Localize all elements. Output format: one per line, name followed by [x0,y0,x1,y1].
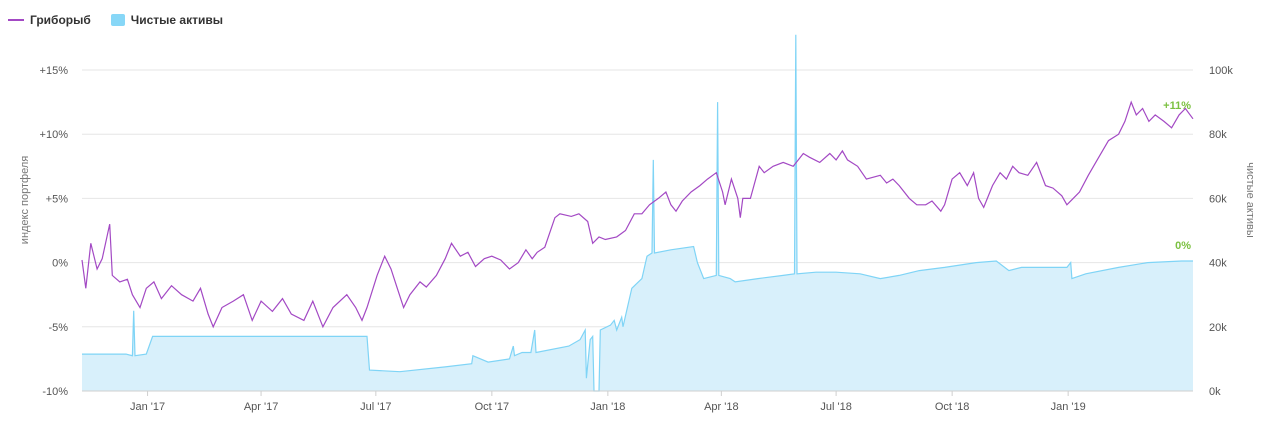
y-right-tick-label: 20k [1209,322,1227,334]
y-left-axis-title: индекс портфеля [19,156,31,244]
portfolio-line-layer [81,100,1194,329]
x-tick-label: Oct '17 [475,401,510,413]
x-tick-label: Jul '18 [820,401,851,413]
net-assets-area [82,34,1193,391]
x-tick-label: Jul '17 [360,401,391,413]
y-right-tick-label: 0k [1209,386,1221,398]
net-assets-line [82,34,1193,392]
legend-label-net-assets: Чистые активы [130,13,223,27]
net-assets-area-layer [82,34,1193,392]
legend-area-swatch [110,14,125,26]
legend-line-swatch [8,19,24,21]
end-labels: +11% 0% [1163,100,1191,252]
portfolio-index-line [81,100,1194,329]
y-right-tick-label: 80k [1209,129,1227,141]
y-left-tick-label: -5% [48,322,68,334]
y-left-tick-label: +10% [40,129,69,141]
legend-item-portfolio[interactable]: Гриборыб [8,13,91,27]
y-right-tick-label: 40k [1209,258,1227,270]
y-right-tick-label: 60k [1209,193,1227,205]
x-tick-label: Jan '18 [590,401,625,413]
y-left-tick-label: +5% [46,193,69,205]
x-tick-label: Apr '18 [704,401,739,413]
y-right-tick-label: 100k [1209,65,1233,77]
legend-label-portfolio: Гриборыб [30,13,91,27]
y-right-axis-title: чистые активы [1244,162,1256,238]
axes: -10% -5% 0% +5% +10% +15% 0k 20k 40k 60k 80k 100k Ja… [19,65,1256,413]
portfolio-end-label: +11% [1163,100,1191,112]
y-left-tick-label: -10% [42,386,68,398]
y-left-tick-label: +15% [40,65,69,77]
y-left-tick-label: 0% [52,258,68,270]
net-assets-end-label: 0% [1175,240,1191,252]
chart-legend: Гриборыб Чистые активы [8,10,223,30]
x-tick-label: Apr '17 [244,401,279,413]
legend-item-net-assets[interactable]: Чистые активы [110,13,223,27]
x-tick-label: Jan '17 [130,401,165,413]
x-tick-label: Jan '19 [1051,401,1086,413]
x-tick-label: Oct '18 [935,401,970,413]
